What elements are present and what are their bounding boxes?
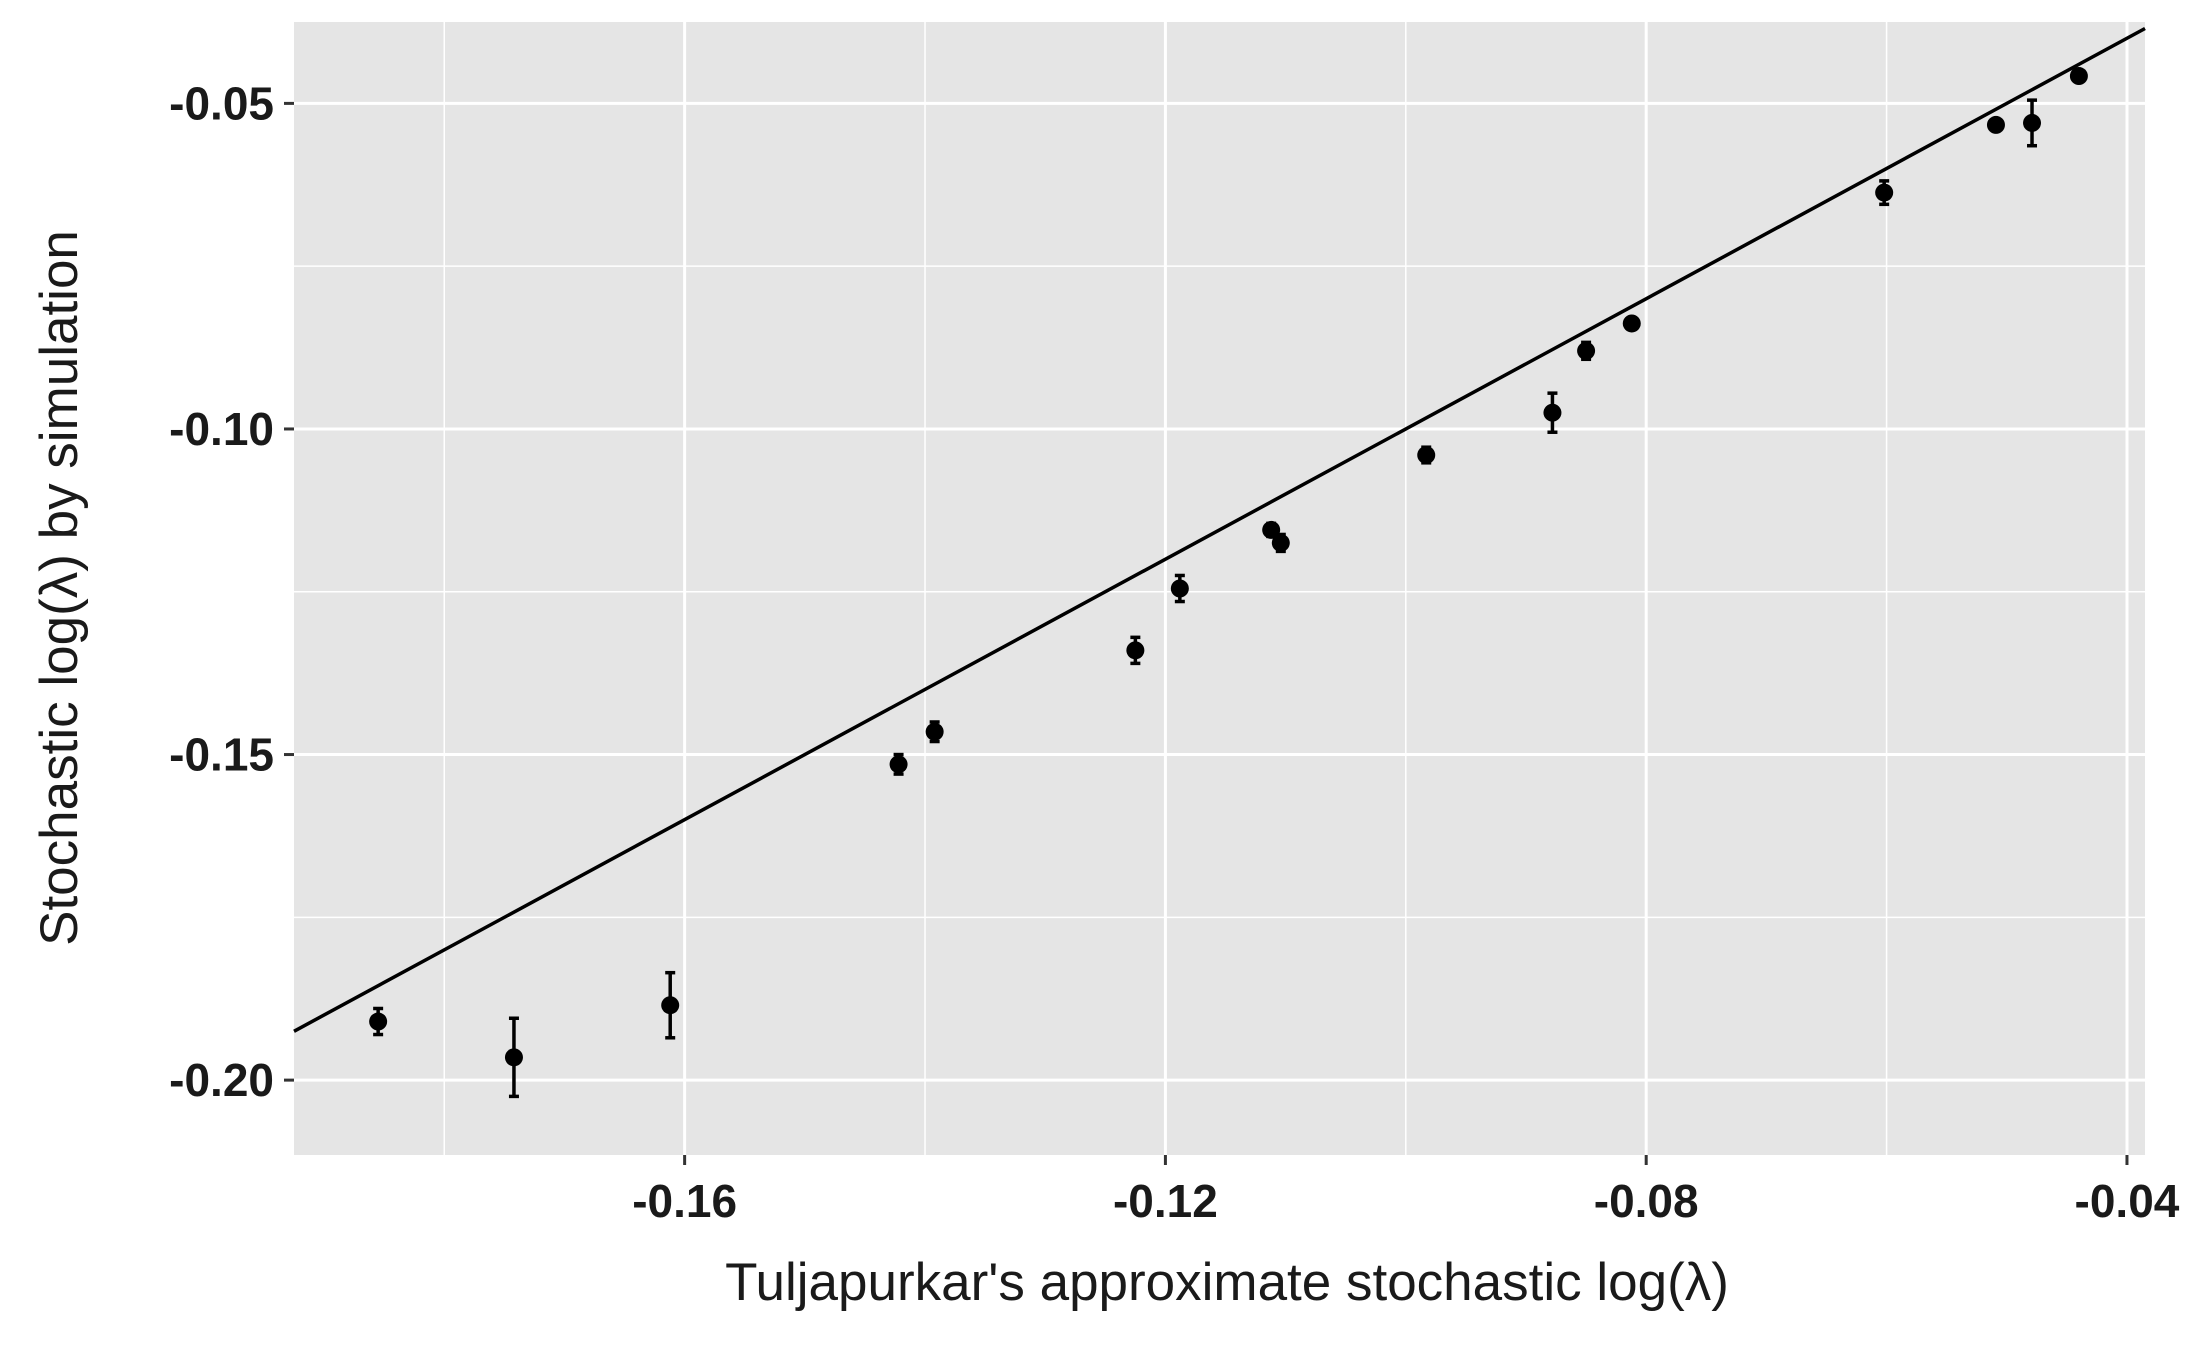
data-point	[2023, 113, 2042, 132]
data-point	[1875, 183, 1894, 202]
data-point	[889, 755, 908, 774]
data-point	[2069, 67, 2088, 86]
data-point	[504, 1048, 523, 1067]
y-axis-ticks: -0.20 -0.15 -0.10 -0.05	[169, 77, 294, 1106]
data-point	[1543, 403, 1562, 422]
y-axis-title: Stochastic log(λ) by simulation	[30, 230, 89, 946]
x-axis-title: Tuljapurkar's approximate stochastic log…	[725, 1253, 1729, 1312]
data-point	[1622, 314, 1641, 333]
data-point	[1577, 341, 1596, 360]
data-point	[1417, 446, 1436, 465]
minor-gridlines	[294, 22, 2145, 1155]
major-gridlines	[294, 22, 2145, 1155]
x-tick-label: -0.12	[1113, 1175, 1218, 1227]
data-point	[1170, 579, 1189, 598]
y-tick-label: -0.20	[169, 1054, 274, 1106]
reference-line	[293, 26, 2146, 1033]
plot-panel	[294, 22, 2145, 1155]
data-point	[369, 1012, 388, 1031]
y-tick-label: -0.10	[169, 403, 274, 455]
data-points	[369, 67, 2088, 1067]
y-tick-label: -0.15	[169, 729, 274, 781]
data-point	[925, 722, 944, 741]
data-point	[661, 996, 680, 1015]
x-tick-label: -0.16	[632, 1175, 737, 1227]
x-axis-ticks: -0.16 -0.12 -0.08 -0.04	[632, 1155, 2180, 1227]
x-tick-label: -0.08	[1594, 1175, 1699, 1227]
data-point	[1986, 115, 2005, 134]
data-point	[1126, 641, 1145, 660]
reference-line-group	[293, 26, 2146, 1033]
y-tick-label: -0.05	[169, 77, 274, 129]
x-tick-label: -0.04	[2075, 1175, 2180, 1227]
data-point	[1271, 533, 1290, 552]
data-point	[1262, 520, 1281, 539]
